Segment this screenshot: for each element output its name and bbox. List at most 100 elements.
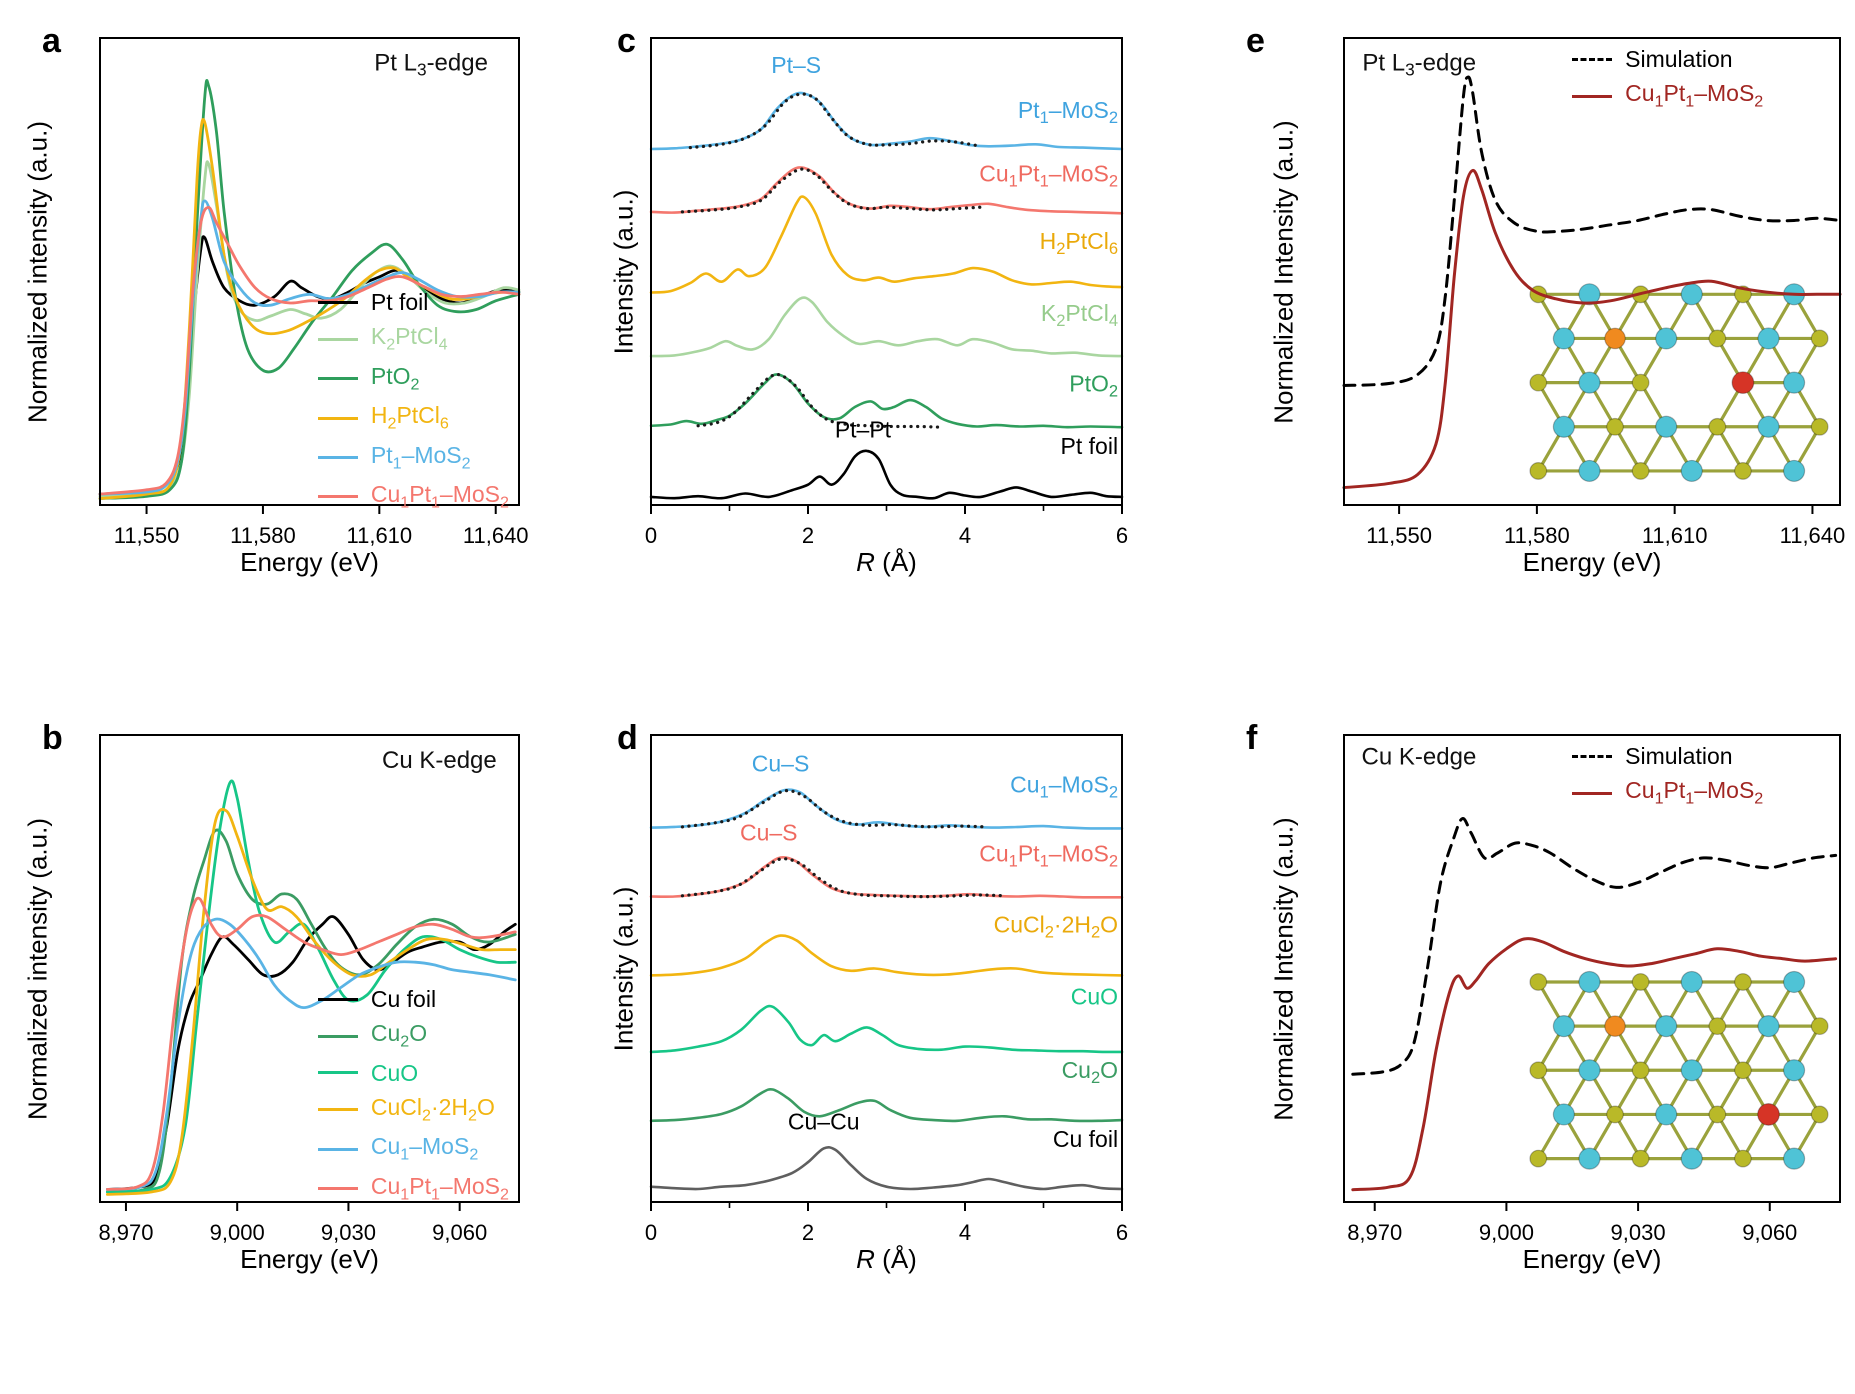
annotation: Pt–Pt (835, 416, 892, 442)
panel-f-plot: 8,970 9,000 9,030 9,060 Cu K-edge (1343, 734, 1841, 1245)
molybdenum-atom (1655, 1103, 1678, 1126)
legend-swatch (317, 1147, 358, 1151)
axes-box (99, 734, 520, 1203)
bond (1715, 293, 1745, 340)
panel-a-plot-area: 11,550 11,580 11,610 11,640 Pt L3-edge Energ… (23, 37, 529, 577)
panel-d-plot-area: 0 2 4 6 Cu–S Cu1–MoS2 Cu–S Cu1Pt1–MoS2 CuCl2·2H2… (609, 734, 1128, 1274)
x-tick-label: 11,640 (463, 523, 529, 548)
legend-swatch (317, 495, 358, 499)
sulfur-atom (1810, 1017, 1829, 1036)
legend-swatch (317, 1187, 358, 1191)
sulfur-atom (1708, 1105, 1727, 1124)
annotation: Cu1–MoS2 (1010, 771, 1118, 801)
sulfur-atom (1529, 1149, 1548, 1168)
legend-label: Pt foil (370, 289, 429, 316)
panel-e-legend: Simulation Cu1Pt1–MoS2 (1572, 47, 1763, 111)
molybdenum-atom (1680, 283, 1703, 306)
copper-atom (1604, 327, 1626, 350)
sulfur-atom (1631, 1061, 1650, 1080)
panel-b-xlabel: Energy (eV) (240, 1244, 379, 1274)
x-tick-label: 9,030 (321, 1220, 376, 1245)
panel-a-plot: 11,550 11,580 11,610 11,640 Pt L3-edge (98, 37, 529, 548)
legend-item: H2PtCl6 (317, 403, 509, 432)
legend-label: Simulation (1625, 46, 1733, 73)
legend-swatch (1572, 94, 1613, 98)
sulfur-atom (1529, 1061, 1548, 1080)
bond (1715, 425, 1745, 472)
panel-d: d 0 2 4 6 Cu–S Cu1–MoS2 Cu–S Cu1Pt1–MoS2 CuCl2·2… (607, 697, 1234, 1394)
x-tick-label: 11,580 (230, 523, 296, 548)
panel-f-plot-area: 8,970 9,000 9,030 9,060 Cu K-edge Energy (eV… (1269, 734, 1841, 1274)
panel-f-legend: Simulation Cu1Pt1–MoS2 (1572, 744, 1763, 808)
panel-c-plot-area: 0 2 4 6 Pt–S Pt1–MoS2 Cu1Pt1–MoS2 H2PtCl6 K2PtCl… (609, 37, 1128, 577)
bond (1613, 1113, 1642, 1160)
axes-box (99, 37, 520, 506)
curve-cucl2-2h2o (106, 807, 517, 1196)
legend-swatch (317, 997, 358, 1001)
molybdenum-atom (1578, 970, 1601, 994)
sulfur-atom (1708, 329, 1727, 348)
sulfur-atom (1734, 1061, 1752, 1080)
legend-label: Cu1Pt1–MoS2 (1625, 777, 1764, 809)
x-tick-label: 11,610 (347, 523, 413, 548)
x-tick-label: 6 (1116, 1220, 1128, 1245)
legend-swatch (317, 416, 358, 420)
curve-simulation (1342, 75, 1842, 387)
legend-item: K2PtCl4 (317, 324, 509, 353)
panel-a-xlabel: Energy (eV) (240, 547, 379, 577)
panel-c-ylabel: Intensity (a.u.) (608, 189, 639, 354)
curve-cu1pt1-mos2 (1342, 169, 1842, 490)
sulfur-atom (1631, 1149, 1650, 1168)
molybdenum-atom (1782, 371, 1806, 394)
panel-a-legend: Pt foil K2PtCl4 PtO2 H2PtCl6 Pt1–MoS2 Cu1Pt1–… (317, 289, 509, 512)
legend-item: Cu1Pt1–MoS2 (317, 1174, 509, 1203)
annotation: Cu1Pt1–MoS2 (979, 160, 1118, 190)
curve-cu1pt1-mos2 (106, 896, 517, 1191)
x-tick-label: 11,550 (1366, 523, 1432, 548)
panel-e-ylabel: Normalized Intensity (a.u.) (1268, 119, 1299, 424)
annotation: Cu1Pt1–MoS2 (979, 840, 1118, 870)
sulfur-atom (1810, 417, 1829, 436)
legend-label: Cu1Pt1–MoS2 (1625, 80, 1764, 112)
annotation: Cu2O (1062, 1057, 1119, 1087)
legend-item: Simulation (1572, 744, 1763, 768)
annotation: CuO (1071, 983, 1118, 1009)
annotation: Pt–S (771, 52, 821, 78)
panel-e: e 11,550 11,580 11,610 11,640 Pt L3-edge Ene… (1234, 0, 1855, 697)
panel-b-ylabel: Normalized intensity (a.u.) (22, 817, 53, 1120)
annotation: H2PtCl6 (1040, 228, 1118, 258)
sulfur-atom (1631, 462, 1650, 480)
panel-c-plot: 0 2 4 6 Pt–S Pt1–MoS2 Cu1Pt1–MoS2 H2PtCl6 K2PtCl… (645, 37, 1128, 548)
x-tick-label: 9,000 (210, 1220, 265, 1245)
annotation: K2PtCl4 (1041, 300, 1118, 330)
x-tick-label: 2 (802, 523, 814, 548)
annotation: Cu–Cu (788, 1108, 860, 1134)
annotation: Cu foil (1053, 1126, 1118, 1152)
curve-h2ptcl6 (649, 195, 1124, 294)
curve-cu2o (649, 1087, 1124, 1123)
molybdenum-atom (1757, 327, 1780, 350)
molybdenum-atom (1782, 1059, 1806, 1082)
annotation: Cu–S (752, 751, 810, 777)
panel-d-letter: d (617, 719, 638, 757)
sulfur-atom (1708, 417, 1727, 436)
atomic-structure-inset (1529, 970, 1829, 1170)
curve-pt-foil (649, 449, 1124, 500)
annotation: Cu K-edge (382, 747, 497, 774)
legend-item: Cu1–MoS2 (317, 1134, 509, 1163)
x-tick-label: 11,610 (1642, 523, 1708, 548)
panel-e-letter: e (1246, 22, 1265, 60)
sulfur-atom (1529, 373, 1548, 392)
legend-item: Cu1Pt1–MoS2 (317, 482, 509, 511)
panel-b-plot-area: 8,970 9,000 9,030 9,060 Cu K-edge Energy (eV… (23, 734, 520, 1274)
panel-b-legend: Cu foil Cu2O CuO CuCl2·2H2O Cu1–MoS2 Cu1Pt1–M… (317, 987, 509, 1203)
annotation: CuCl2·2H2O (994, 912, 1118, 942)
legend-item: Pt1–MoS2 (317, 442, 509, 472)
annotation: Pt L3-edge (1362, 50, 1476, 80)
x-tick-label: 9,060 (432, 1220, 487, 1245)
molybdenum-atom (1552, 1015, 1575, 1038)
molybdenum-atom (1680, 1147, 1703, 1170)
x-tick-label: 9,030 (1611, 1220, 1666, 1245)
panel-b-letter: b (42, 719, 63, 757)
